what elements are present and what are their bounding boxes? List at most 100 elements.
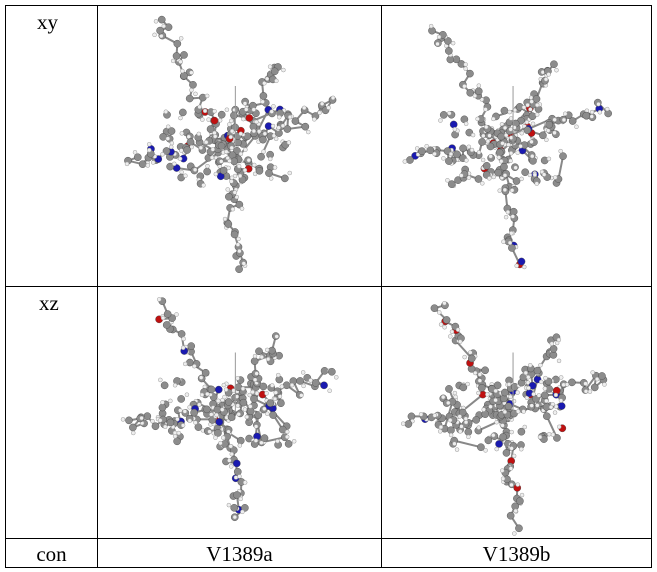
- hydrogen: [178, 408, 183, 413]
- atom: [459, 383, 468, 392]
- hydrogen: [462, 84, 467, 89]
- hydrogen: [253, 424, 259, 429]
- hydrogen: [509, 429, 514, 435]
- hydrogen: [252, 353, 258, 359]
- hydrogen: [583, 389, 589, 394]
- atom: [177, 330, 186, 338]
- atom: [590, 383, 599, 392]
- atom: [291, 117, 300, 125]
- hydrogen: [483, 107, 488, 112]
- hydrogen: [132, 150, 138, 155]
- hydrogen: [447, 417, 453, 423]
- atom: [185, 94, 194, 103]
- hydrogen: [531, 391, 536, 397]
- hydrogen: [229, 451, 235, 457]
- bond: [454, 339, 473, 360]
- hydrogen: [441, 156, 446, 161]
- hydrogen: [500, 141, 505, 146]
- hydrogen: [276, 125, 281, 130]
- atom: [233, 491, 241, 499]
- hydrogen: [251, 107, 256, 112]
- hydrogen: [459, 424, 464, 429]
- hydrogen: [502, 173, 508, 178]
- hydrogen: [552, 175, 558, 180]
- hydrogen: [438, 429, 443, 434]
- hydrogen: [507, 109, 513, 115]
- hydrogen: [481, 133, 486, 139]
- hydrogen: [237, 248, 242, 254]
- hydrogen: [494, 446, 499, 452]
- hydrogen: [236, 236, 241, 242]
- hydrogen: [204, 93, 210, 99]
- atom: [517, 427, 526, 436]
- hydrogen: [463, 62, 468, 67]
- hydrogen: [221, 435, 226, 440]
- hydrogen: [209, 155, 215, 160]
- atom: [179, 108, 187, 117]
- hydrogen: [179, 169, 184, 175]
- atom: [224, 220, 233, 228]
- hydrogen: [250, 389, 255, 395]
- image-cell: [381, 5, 652, 287]
- atom: [493, 381, 502, 390]
- atom: [495, 440, 503, 448]
- row-label: xz: [39, 291, 59, 315]
- hydrogen: [522, 264, 527, 270]
- atom: [133, 153, 142, 162]
- hydrogen: [272, 165, 278, 170]
- image-cell: [97, 286, 382, 539]
- hydrogen: [306, 129, 311, 135]
- hydrogen: [251, 128, 257, 134]
- hydrogen: [508, 394, 513, 400]
- hydrogen: [229, 128, 235, 134]
- hydrogen: [463, 419, 469, 425]
- atom: [180, 71, 188, 80]
- hydrogen: [289, 382, 295, 388]
- atom: [466, 89, 475, 97]
- atom: [259, 135, 267, 144]
- hydrogen: [172, 382, 178, 388]
- atom: [445, 157, 453, 165]
- hydrogen: [534, 112, 540, 117]
- hydrogen: [235, 403, 240, 408]
- atom: [449, 120, 458, 129]
- hydrogen: [239, 206, 245, 211]
- atom: [459, 144, 467, 153]
- atom: [501, 388, 509, 397]
- hydrogen: [242, 407, 248, 412]
- hydrogen: [196, 131, 202, 137]
- hydrogen: [172, 161, 177, 167]
- atom: [250, 357, 259, 365]
- hydrogen: [500, 468, 505, 473]
- atom: [245, 114, 254, 122]
- hydrogen: [438, 322, 444, 327]
- atom: [320, 381, 328, 390]
- hydrogen: [158, 377, 163, 383]
- hydrogen: [553, 392, 559, 398]
- hydrogen: [552, 130, 557, 136]
- hydrogen: [189, 70, 194, 75]
- hydrogen: [162, 424, 168, 430]
- hydrogen: [452, 441, 457, 446]
- hydrogen: [453, 394, 458, 400]
- hydrogen: [222, 394, 227, 400]
- hydrogen: [238, 496, 243, 502]
- hydrogen: [500, 476, 506, 481]
- hydrogen: [229, 175, 235, 181]
- hydrogen: [546, 156, 552, 162]
- hydrogen: [182, 361, 188, 367]
- atoms: [400, 300, 608, 536]
- hydrogen: [232, 190, 238, 195]
- hydrogen: [542, 386, 548, 391]
- hydrogen: [301, 383, 306, 389]
- atom: [284, 440, 293, 448]
- hydrogen: [284, 434, 290, 440]
- hydrogen: [261, 149, 266, 154]
- hydrogen: [147, 147, 152, 153]
- hydrogen: [259, 440, 264, 446]
- atom: [138, 160, 147, 168]
- atom: [158, 403, 167, 412]
- hydrogen: [506, 142, 511, 148]
- hydrogen: [590, 370, 595, 375]
